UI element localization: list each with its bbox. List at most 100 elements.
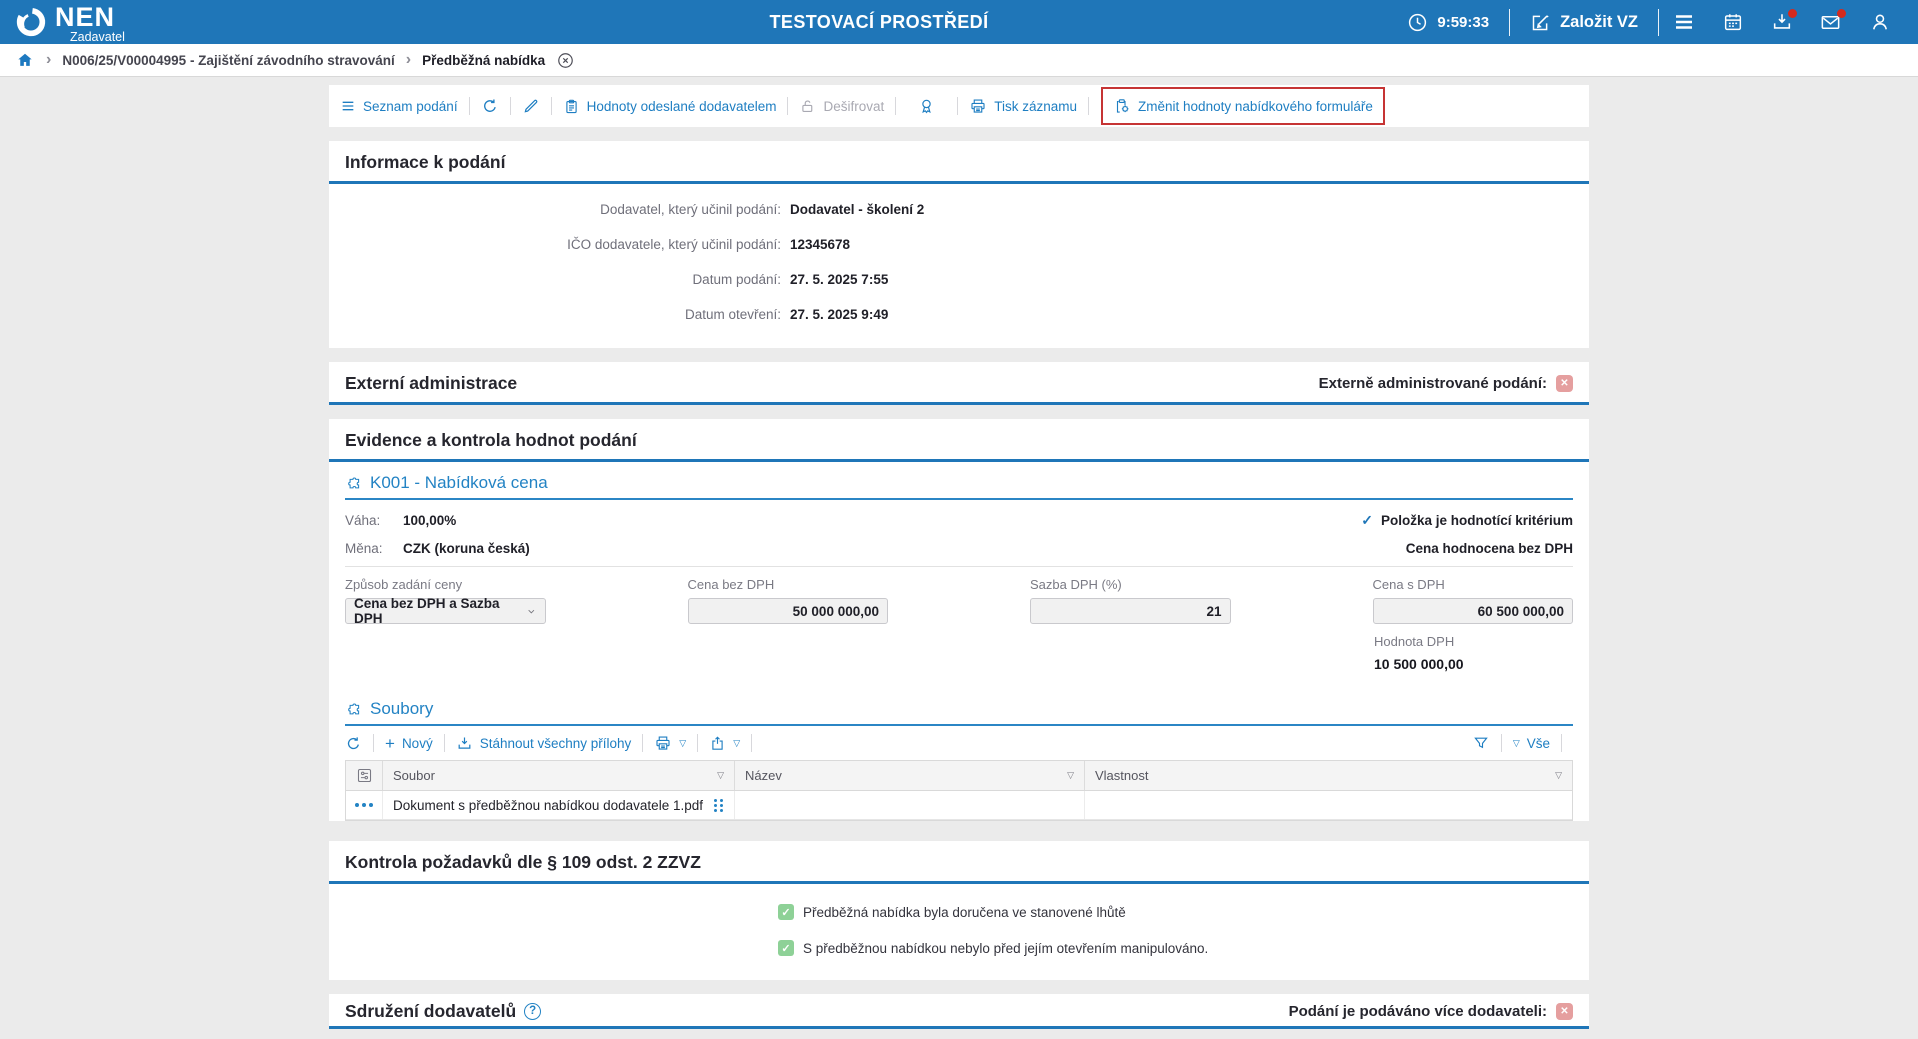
mena-value: CZK (koruna česká): [403, 540, 530, 556]
multiple-suppliers-flag: Podání je podáváno více dodavateli: ✕: [1289, 1002, 1573, 1020]
info-row: Datum otevření: 27. 5. 2025 9:49: [329, 297, 1589, 332]
field-label: Cena s DPH: [1372, 577, 1445, 592]
downloads-button[interactable]: [1757, 0, 1806, 44]
toolbar-item-edit[interactable]: [522, 97, 540, 115]
messages-notification-badge: [1837, 9, 1846, 18]
no-flag-icon: ✕: [1556, 1002, 1573, 1020]
puzzle-icon: [345, 475, 362, 492]
files-print-button[interactable]: ▽: [654, 734, 686, 752]
cena-bez-dph-input[interactable]: 50 000 000,00: [687, 598, 888, 624]
row-value: Dodavatel - školení 2: [790, 202, 925, 217]
topbar-actions: 9:59:33 Založit VZ: [1387, 0, 1904, 44]
toolbar-item-zmenit-hodnoty[interactable]: Změnit hodnoty nabídkového formuláře: [1101, 87, 1385, 125]
criterion-note: Položka je hodnotící kritérium: [1380, 512, 1573, 528]
printer-icon: [654, 734, 672, 752]
toolbar-item-tisk-zaznamu[interactable]: Tisk záznamu: [969, 97, 1077, 115]
record-toolbar: Seznam podání Hodnoty odeslané dodavatel…: [329, 85, 1589, 127]
field-label: Sazba DPH (%): [1030, 577, 1122, 592]
row-value: 27. 5. 2025 9:49: [790, 307, 889, 322]
page-background: Seznam podání Hodnoty odeslané dodavatel…: [0, 77, 1918, 1029]
user-icon: [1869, 11, 1891, 33]
check-label: S předběžnou nabídkou nebylo před jejím …: [803, 940, 1209, 956]
files-filter-button[interactable]: [1472, 734, 1490, 752]
nen-logo-icon: [16, 7, 46, 37]
row-label: Datum otevření:: [684, 307, 781, 322]
row-value: 12345678: [790, 237, 851, 252]
files-toolbar: + Nový Stáhnout všechny přílohy ▽ ▽: [329, 726, 1589, 758]
yes-check-icon: ✓: [778, 904, 794, 920]
toolbar-item-hodnoty-odeslane[interactable]: Hodnoty odeslané dodavatelem: [563, 98, 776, 115]
help-icon[interactable]: ?: [524, 1002, 542, 1020]
column-header-soubor[interactable]: Soubor ▽: [383, 761, 735, 790]
clipboard-icon: [563, 98, 580, 115]
toolbar-divider: [550, 97, 552, 115]
hodnota-dph-label: Hodnota DPH: [1374, 634, 1455, 649]
breadcrumb-chevron-icon: ›: [46, 51, 52, 68]
home-button[interactable]: [15, 50, 35, 70]
mena-label: Měna:: [345, 540, 383, 556]
close-circle-icon: [556, 51, 575, 70]
calendar-button[interactable]: [1708, 0, 1757, 44]
messages-button[interactable]: [1806, 0, 1855, 44]
files-new-button[interactable]: + Nový: [385, 733, 433, 753]
drag-handle-icon[interactable]: [714, 798, 724, 812]
column-header-nazev[interactable]: Název ▽: [735, 761, 1085, 790]
files-view-all-filter[interactable]: ▽ Vše: [1512, 735, 1550, 751]
column-settings-button[interactable]: [346, 761, 383, 790]
toolbar-item-refresh[interactable]: [481, 97, 499, 115]
medal-icon: [917, 97, 936, 116]
toolbar-divider: [468, 97, 470, 115]
field-label: Cena bez DPH: [687, 577, 775, 592]
funnel-icon: [1472, 734, 1490, 752]
create-vz-button[interactable]: Založit VZ: [1510, 12, 1658, 33]
files-export-button[interactable]: ▽: [709, 735, 740, 752]
subsection-k001: K001 - Nabídková cena Váha: 100,00% Měna…: [329, 462, 1589, 672]
profile-button[interactable]: [1855, 0, 1904, 44]
field-label: Způsob zadání ceny: [345, 577, 463, 592]
files-table: Soubor ▽ Název ▽ Vlastnost ▽ Dokument s …: [345, 760, 1573, 821]
check-row: ✓ S předběžnou nabídkou nebylo před její…: [778, 930, 1589, 966]
files-refresh-button[interactable]: [345, 735, 362, 752]
price-note: Cena hodnocena bez DPH: [1405, 540, 1573, 556]
breadcrumb-item-tender[interactable]: N006/25/V00004995 - Zajištění závodního …: [62, 52, 395, 68]
toolbar-divider: [373, 734, 374, 752]
topbar: NEN Zadavatel TESTOVACÍ PROSTŘEDÍ 9:59:3…: [0, 0, 1918, 44]
external-admin-flag: Externě administrované podání: ✕: [1318, 374, 1573, 392]
toolbar-item-seznam-podani[interactable]: Seznam podání: [340, 98, 458, 114]
home-icon: [15, 50, 35, 70]
files-download-all-button[interactable]: Stáhnout všechny přílohy: [456, 735, 631, 752]
close-form-button[interactable]: [556, 51, 575, 70]
criterion-check-icon: ✓: [1361, 511, 1373, 528]
price-method-select[interactable]: Cena bez DPH a Sazba DPH: [345, 596, 546, 626]
toolbar-divider: [1500, 734, 1502, 752]
toolbar-item-desifrovat[interactable]: Dešifrovat: [799, 98, 884, 115]
toolbar-divider: [787, 97, 789, 115]
share-icon: [709, 735, 726, 752]
files-table-header: Soubor ▽ Název ▽ Vlastnost ▽: [346, 761, 1572, 791]
download-icon: [456, 735, 473, 752]
row-actions-icon[interactable]: [355, 803, 373, 807]
column-header-vlastnost[interactable]: Vlastnost ▽: [1095, 768, 1562, 783]
nen-logo[interactable]: NEN Zadavatel: [14, 0, 125, 44]
section-title: Kontrola požadavků dle § 109 odst. 2 ZZV…: [345, 852, 701, 872]
table-row[interactable]: Dokument s předběžnou nabídkou dodavatel…: [346, 791, 1572, 820]
edit-square-icon: [1530, 12, 1551, 33]
environment-title: TESTOVACÍ PROSTŘEDÍ: [769, 11, 989, 32]
calendar-icon: [1722, 11, 1744, 33]
column-filter-icon[interactable]: ▽: [717, 770, 724, 780]
time-value: 9:59:33: [1437, 13, 1490, 31]
toolbar-item-seal[interactable]: [907, 97, 946, 116]
column-filter-icon[interactable]: ▽: [1555, 770, 1562, 780]
column-filter-icon[interactable]: ▽: [1067, 770, 1074, 780]
flag-label: Externě administrované podání:: [1318, 374, 1547, 392]
file-name: Dokument s předběžnou nabídkou dodavatel…: [393, 797, 703, 813]
info-row: IČO dodavatele, který učinil podání: 123…: [329, 227, 1589, 262]
main-menu-button[interactable]: [1659, 0, 1708, 44]
cena-s-dph-input[interactable]: 60 500 000,00: [1372, 598, 1573, 624]
info-row: Datum podání: 27. 5. 2025 7:55: [329, 262, 1589, 297]
toolbar-divider: [443, 734, 445, 752]
sazba-dph-input[interactable]: 21: [1030, 598, 1231, 624]
section-title: Externí administrace: [345, 373, 518, 393]
pencil-icon: [522, 97, 540, 115]
file-vlastnost-cell: [1085, 791, 1572, 819]
